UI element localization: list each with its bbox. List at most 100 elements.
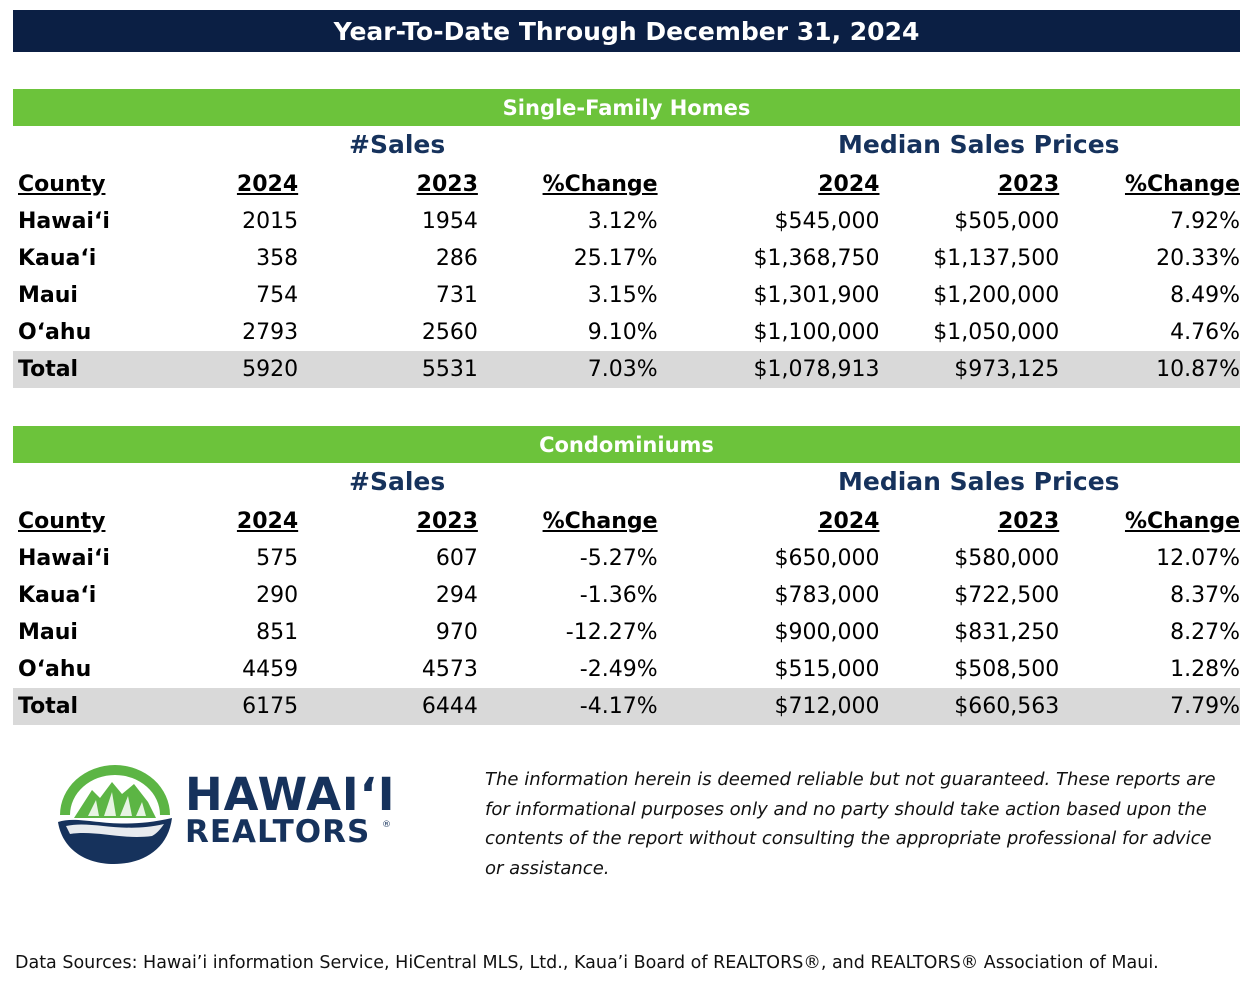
table-row: Maui 754 731 3.15% $1,301,900 $1,200,000… xyxy=(13,277,1240,314)
col-header-sales-change: %Change xyxy=(542,172,658,197)
sales-2024-cell: 754 xyxy=(256,283,299,308)
price-2023-cell: $580,000 xyxy=(954,546,1060,571)
price-change-cell: 7.92% xyxy=(1170,209,1240,234)
price-2024-cell: $545,000 xyxy=(774,209,880,234)
price-2024-cell: $650,000 xyxy=(774,546,880,571)
price-2023-cell: $1,200,000 xyxy=(933,283,1060,308)
group-header-row: #Sales Median Sales Prices xyxy=(13,126,1240,166)
sales-2024-cell: 2015 xyxy=(242,209,299,234)
sales-group-label: #Sales xyxy=(349,130,446,159)
price-change-cell: 8.37% xyxy=(1170,583,1240,608)
disclaimer-text: The information herein is deemed reliabl… xyxy=(485,769,1216,879)
prices-group-label: Median Sales Prices xyxy=(838,130,1120,159)
col-header-sales-2024: 2024 xyxy=(236,509,299,534)
county-cell: Hawaiʻi xyxy=(18,546,110,571)
table-row: Kauaʻi 290 294 -1.36% $783,000 $722,500 … xyxy=(13,577,1240,614)
logo-wordmark-line2: REALTORS xyxy=(185,814,371,850)
price-2023-cell: $508,500 xyxy=(954,657,1060,682)
col-header-county: County xyxy=(18,172,106,197)
price-change-cell: 12.07% xyxy=(1156,546,1240,571)
table-row: Hawaiʻi 575 607 -5.27% $650,000 $580,000… xyxy=(13,540,1240,577)
county-cell: Total xyxy=(13,688,114,725)
price-change-cell: 7.79% xyxy=(1059,688,1240,725)
price-change-cell: 1.28% xyxy=(1170,657,1240,682)
col-header-price-2023: 2023 xyxy=(997,509,1060,534)
col-header-sales-2023: 2023 xyxy=(416,509,478,534)
col-header-price-change: %Change xyxy=(1124,509,1240,534)
price-2024-cell: $1,368,750 xyxy=(753,246,880,271)
sales-2024-cell: 5920 xyxy=(113,351,299,388)
table-row: Oʻahu 4459 4573 -2.49% $515,000 $508,500… xyxy=(13,651,1240,688)
price-2023-cell: $1,050,000 xyxy=(933,320,1060,345)
sales-2024-cell: 4459 xyxy=(242,657,299,682)
single-family-section: Single-Family Homes #Sales Median Sales … xyxy=(13,89,1240,388)
sales-2024-cell: 6175 xyxy=(113,688,299,725)
condominiums-section: Condominiums #Sales Median Sales Prices … xyxy=(13,426,1240,725)
price-2023-cell: $660,563 xyxy=(879,688,1060,725)
col-header-price-2024: 2024 xyxy=(818,172,880,197)
sales-2024-cell: 851 xyxy=(256,620,299,645)
price-2023-cell: $505,000 xyxy=(954,209,1060,234)
county-cell: Maui xyxy=(18,283,78,308)
price-2024-cell: $1,100,000 xyxy=(753,320,880,345)
data-sources-footnote: Data Sources: Hawai’i information Servic… xyxy=(15,953,1159,973)
col-header-price-2024: 2024 xyxy=(818,509,880,534)
logo-wordmark-line1: HAWAIʻI xyxy=(185,768,396,821)
table-row: Maui 851 970 -12.27% $900,000 $831,250 8… xyxy=(13,614,1240,651)
price-change-cell: 10.87% xyxy=(1059,351,1240,388)
table-header-row: County 2024 2023 %Change 2024 2023 %Chan… xyxy=(13,166,1240,203)
sales-2023-cell: 2560 xyxy=(421,320,478,345)
sales-change-cell: -5.27% xyxy=(579,546,658,571)
sales-group-label: #Sales xyxy=(349,467,446,496)
group-header-row: #Sales Median Sales Prices xyxy=(13,463,1240,503)
table-row: Hawaiʻi 2015 1954 3.12% $545,000 $505,00… xyxy=(13,203,1240,240)
col-header-price-2023: 2023 xyxy=(997,172,1060,197)
total-row: Total 5920 5531 7.03% $1,078,913 $973,12… xyxy=(13,351,1240,388)
county-cell: Hawaiʻi xyxy=(18,209,110,234)
col-header-sales-2023: 2023 xyxy=(416,172,478,197)
price-2024-cell: $1,301,900 xyxy=(753,283,880,308)
price-change-cell: 4.76% xyxy=(1170,320,1240,345)
hawaii-realtors-logo: HAWAIʻI REALTORS ® xyxy=(52,760,397,865)
sales-2023-cell: 294 xyxy=(435,583,478,608)
county-cell: Kauaʻi xyxy=(18,246,97,271)
price-2023-cell: $831,250 xyxy=(954,620,1060,645)
section-heading: Condominiums xyxy=(13,426,1240,463)
mountain-wave-logo-icon xyxy=(58,765,172,864)
price-2024-cell: $712,000 xyxy=(657,688,880,725)
sales-change-cell: -4.17% xyxy=(477,688,658,725)
county-cell: Kauaʻi xyxy=(18,583,97,608)
sales-change-cell: 7.03% xyxy=(477,351,658,388)
price-2023-cell: $722,500 xyxy=(954,583,1060,608)
price-2023-cell: $973,125 xyxy=(879,351,1060,388)
table-header-row: County 2024 2023 %Change 2024 2023 %Chan… xyxy=(13,503,1240,540)
sales-change-cell: 3.12% xyxy=(587,209,658,234)
price-2024-cell: $515,000 xyxy=(774,657,880,682)
table-row: Oʻahu 2793 2560 9.10% $1,100,000 $1,050,… xyxy=(13,314,1240,351)
county-cell: Oʻahu xyxy=(18,320,92,345)
condominiums-table: County 2024 2023 %Change 2024 2023 %Chan… xyxy=(13,503,1240,725)
sales-2023-cell: 970 xyxy=(435,620,478,645)
single-family-table: County 2024 2023 %Change 2024 2023 %Chan… xyxy=(13,166,1240,388)
col-header-county: County xyxy=(18,509,106,534)
sales-change-cell: -2.49% xyxy=(579,657,658,682)
price-change-cell: 20.33% xyxy=(1156,246,1240,271)
sales-change-cell: 25.17% xyxy=(573,246,658,271)
col-header-sales-change: %Change xyxy=(542,509,658,534)
county-cell: Oʻahu xyxy=(18,657,92,682)
sales-change-cell: -12.27% xyxy=(565,620,658,645)
price-2023-cell: $1,137,500 xyxy=(933,246,1060,271)
county-cell: Total xyxy=(13,351,114,388)
sales-2024-cell: 575 xyxy=(256,546,299,571)
sales-2023-cell: 286 xyxy=(435,246,478,271)
sales-change-cell: 3.15% xyxy=(587,283,658,308)
section-heading: Single-Family Homes xyxy=(13,89,1240,126)
registered-mark: ® xyxy=(382,820,391,830)
price-2024-cell: $1,078,913 xyxy=(657,351,880,388)
sales-2023-cell: 5531 xyxy=(298,351,478,388)
sales-change-cell: 9.10% xyxy=(587,320,658,345)
sales-2023-cell: 6444 xyxy=(298,688,478,725)
sales-change-cell: -1.36% xyxy=(579,583,658,608)
col-header-sales-2024: 2024 xyxy=(236,172,299,197)
sales-2023-cell: 4573 xyxy=(421,657,478,682)
